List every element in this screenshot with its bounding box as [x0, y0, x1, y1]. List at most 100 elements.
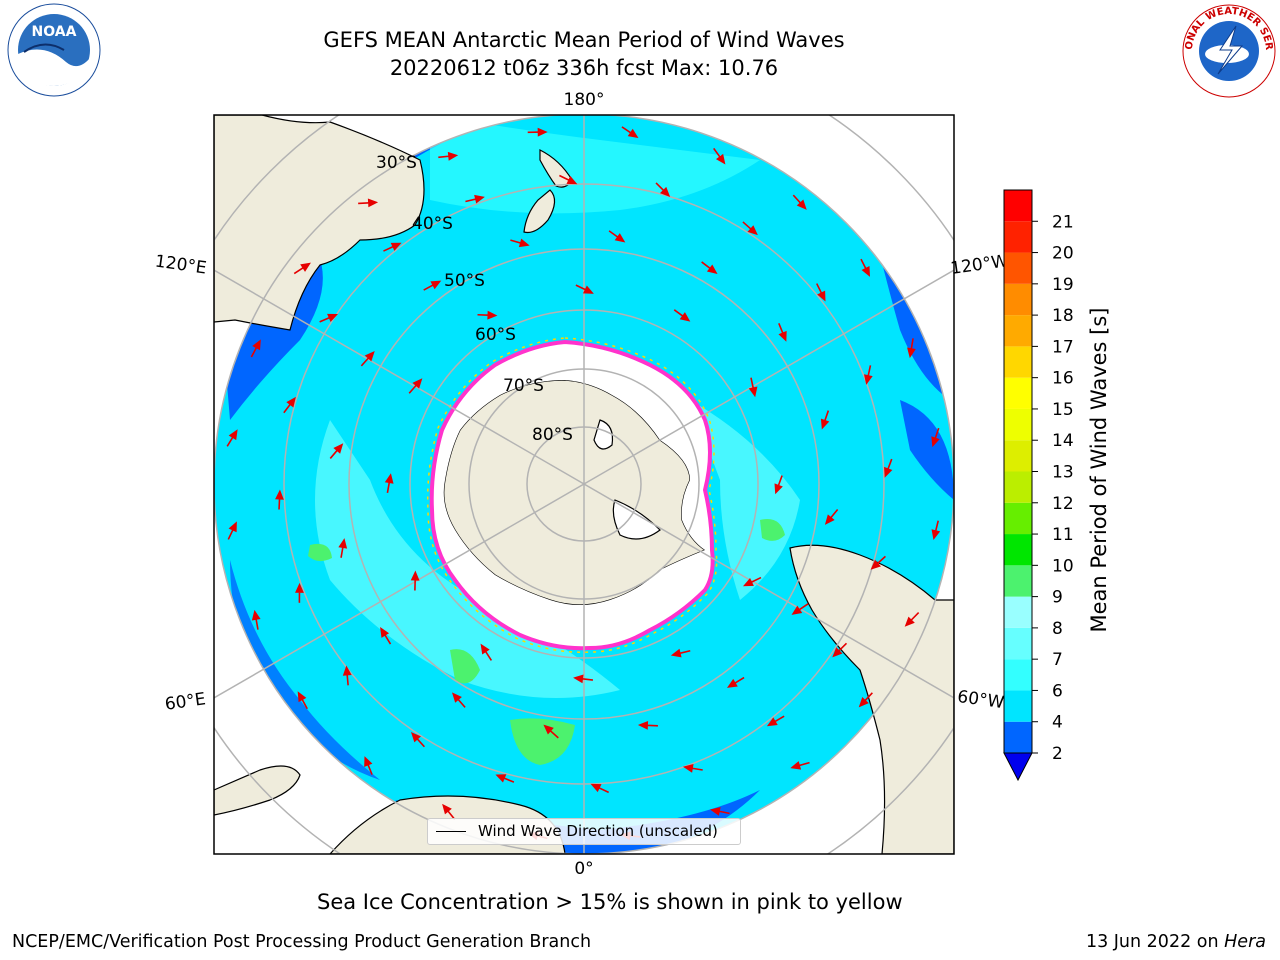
wave-direction-arrow — [608, 230, 626, 243]
wave-direction-arrow — [477, 310, 498, 320]
colorbar-segment — [1004, 221, 1032, 253]
colorbar-tick-label: 13 — [1052, 463, 1074, 483]
colorbar-tick-label: 10 — [1052, 556, 1074, 576]
colorbar-tick-label: 6 — [1052, 681, 1063, 701]
colorbar-tick-label: 11 — [1052, 525, 1074, 545]
wave-direction-arrow — [297, 691, 308, 710]
wave-direction-arrow — [790, 761, 810, 770]
wave-direction-arrow — [713, 147, 726, 165]
colorbar-label: Mean Period of Wind Waves [s] — [1087, 308, 1111, 633]
wave-direction-arrow — [870, 555, 886, 570]
wave-direction-arrow — [884, 458, 893, 478]
colorbar-segment — [1004, 659, 1032, 691]
wave-direction-arrow — [774, 475, 783, 495]
wave-direction-arrow — [904, 611, 920, 627]
wave-direction-arrow — [364, 756, 373, 775]
colorbar-tick-label: 4 — [1052, 713, 1063, 733]
wave-direction-arrow — [342, 665, 352, 686]
wave-direction-arrow — [907, 338, 916, 359]
wave-direction-arrow — [408, 378, 423, 394]
colorbar-segment — [1004, 377, 1032, 409]
wave-direction-arrow — [495, 774, 515, 783]
wave-direction-arrow — [384, 473, 394, 494]
wave-direction-arrow — [673, 309, 691, 322]
wave-direction-arrow — [358, 198, 379, 208]
meridian-label-180: 180° — [564, 90, 605, 110]
colorbar-segment — [1004, 721, 1032, 753]
wave-direction-arrow — [380, 627, 392, 645]
wave-direction-arrow — [360, 351, 375, 367]
wave-direction-arrow — [742, 221, 758, 236]
legend-line-swatch — [436, 831, 466, 832]
colorbar-segment — [1004, 471, 1032, 503]
parallel-label-30s: 30°S — [376, 153, 417, 173]
colorbar-segment — [1004, 565, 1032, 597]
colorbar-tick-label: 15 — [1052, 400, 1074, 420]
wave-direction-arrow — [451, 692, 466, 708]
wind-wave-direction-arrows — [226, 126, 941, 841]
footer-date: 13 Jun 2022 on Hera — [1086, 932, 1266, 952]
sea-ice-outer-edge — [426, 337, 718, 653]
wave-direction-arrow — [338, 538, 348, 558]
wave-direction-arrow — [226, 429, 238, 447]
meridian-label-0: 0° — [574, 859, 593, 879]
map-legend: Wind Wave Direction (unscaled) — [427, 818, 741, 845]
wave-direction-arrow — [832, 642, 848, 658]
wave-direction-arrow — [621, 126, 639, 139]
colorbar-tick-label: 8 — [1052, 619, 1063, 639]
parallel-label-40s: 40°S — [412, 214, 453, 234]
wave-direction-arrow — [410, 570, 420, 591]
parallel-label-70s: 70°S — [503, 376, 544, 396]
wave-direction-arrow — [670, 648, 691, 658]
wave-direction-arrow — [655, 182, 671, 198]
wave-direction-arrow — [329, 443, 344, 459]
wave-direction-arrow — [709, 807, 730, 816]
wave-direction-arrow — [816, 283, 826, 302]
colorbar-tick-label: 12 — [1052, 494, 1074, 514]
colorbar-segment — [1004, 534, 1032, 566]
wave-direction-arrow — [864, 365, 873, 385]
parallel-label-60s: 60°S — [475, 325, 516, 345]
parallel-label-50s: 50°S — [444, 271, 485, 291]
wave-direction-arrow — [510, 238, 530, 248]
legend-label: Wind Wave Direction (unscaled) — [478, 822, 718, 840]
colorbar-tick-label: 17 — [1052, 337, 1074, 357]
colorbar-segment — [1004, 408, 1032, 441]
nws-logo: NATIONAL WEATHER SERVICE — [1180, 2, 1276, 98]
wave-direction-arrow — [778, 322, 787, 342]
wave-direction-arrow — [726, 676, 745, 688]
wave-direction-arrow — [860, 258, 871, 277]
colorbar-tick-label: 20 — [1052, 244, 1074, 264]
colorbar-segment — [1004, 315, 1032, 347]
map-frame — [213, 114, 955, 855]
wave-direction-arrow — [701, 261, 718, 275]
colorbar-segment — [1004, 596, 1032, 628]
wave-direction-arrow — [766, 715, 785, 727]
wave-direction-arrow — [820, 410, 830, 430]
wave-direction-arrow — [824, 508, 839, 525]
colorbar-segment — [1004, 346, 1032, 378]
wave-direction-arrow — [438, 151, 459, 161]
chart-subtitle: 20220612 t06z 336h fcst Max: 10.76 — [389, 56, 779, 80]
colorbar-tick-label: 7 — [1052, 650, 1063, 670]
wave-direction-arrow — [682, 764, 703, 773]
chart-title: GEFS MEAN Antarctic Mean Period of Wind … — [323, 28, 845, 52]
graticule — [214, 115, 954, 854]
wave-direction-arrow — [275, 489, 284, 510]
colorbar-segment — [1004, 283, 1032, 316]
wave-direction-arrow — [543, 724, 559, 739]
wave-direction-arrow — [442, 803, 456, 820]
colorbar-extend-arrow — [1003, 752, 1033, 782]
footer-date-text: 13 Jun 2022 on — [1085, 932, 1225, 952]
wave-direction-arrow — [227, 521, 237, 540]
wave-direction-arrow — [251, 609, 261, 630]
wave-direction-arrow — [742, 576, 762, 587]
wave-direction-arrow — [931, 520, 941, 541]
footer-host: Hera — [1224, 932, 1266, 952]
wave-direction-arrow — [637, 720, 658, 730]
colorbar-tick-label: 2 — [1052, 744, 1063, 764]
wave-direction-arrow — [858, 692, 873, 708]
colorbar-tick-label: 14 — [1052, 431, 1074, 451]
wave-direction-arrow — [293, 262, 311, 275]
